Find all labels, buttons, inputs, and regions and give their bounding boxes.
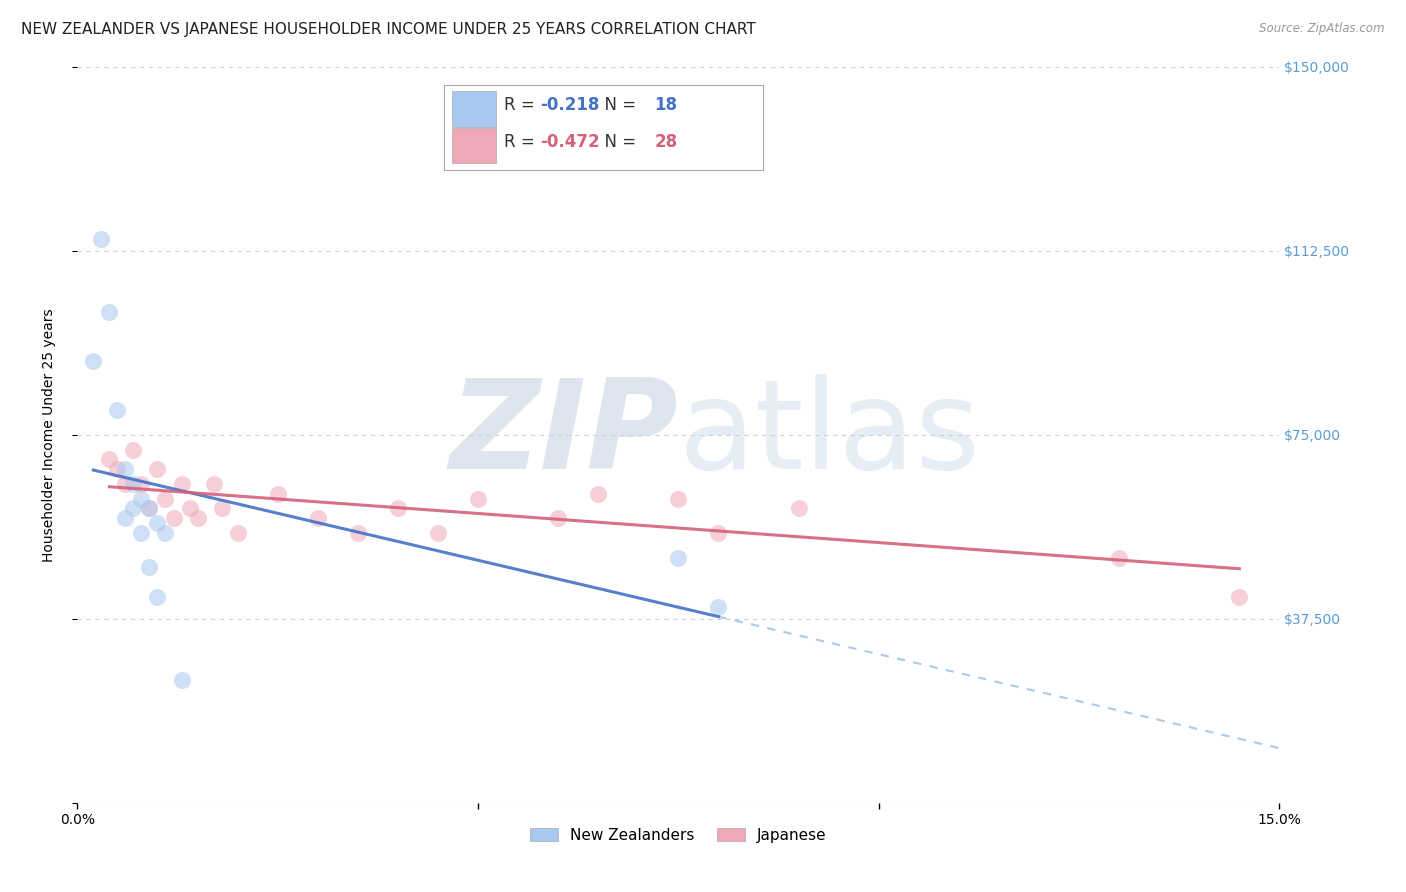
FancyBboxPatch shape (444, 86, 762, 170)
Point (146, 462, 169, 476)
Point (122, 476, 145, 491)
Point (427, 525, 450, 540)
Text: ZIP: ZIP (450, 375, 679, 495)
Point (226, 525, 249, 540)
Point (131, 491, 153, 506)
Point (114, 462, 136, 476)
Point (98, 305, 121, 319)
FancyBboxPatch shape (453, 91, 496, 127)
Point (138, 501, 160, 516)
Text: 28: 28 (654, 133, 678, 151)
Point (547, 511, 569, 525)
Legend: New Zealanders, Japanese: New Zealanders, Japanese (523, 820, 834, 850)
Point (162, 511, 184, 525)
Point (202, 476, 225, 491)
Point (82, 354, 104, 368)
Point (787, 501, 810, 516)
Point (146, 516, 169, 530)
Point (467, 491, 489, 506)
Point (138, 501, 160, 516)
Point (179, 501, 201, 516)
Text: -0.472: -0.472 (540, 133, 600, 151)
Point (131, 476, 153, 491)
Text: 18: 18 (654, 96, 678, 114)
Point (155, 491, 177, 506)
Text: NEW ZEALANDER VS JAPANESE HOUSEHOLDER INCOME UNDER 25 YEARS CORRELATION CHART: NEW ZEALANDER VS JAPANESE HOUSEHOLDER IN… (21, 22, 756, 37)
Point (122, 501, 145, 516)
Point (668, 550, 690, 565)
Point (267, 487, 290, 501)
Point (387, 501, 409, 516)
Point (131, 525, 153, 540)
Point (1229, 590, 1251, 604)
Text: R =: R = (505, 133, 540, 151)
Point (186, 511, 209, 525)
Text: -0.218: -0.218 (540, 96, 599, 114)
Point (122, 442, 145, 457)
Text: R =: R = (505, 96, 540, 114)
Point (170, 476, 193, 491)
Point (107, 403, 129, 417)
Point (707, 525, 730, 540)
Text: atlas: atlas (679, 375, 980, 495)
Point (1108, 550, 1130, 565)
Point (155, 525, 177, 540)
Point (211, 501, 233, 516)
Point (707, 599, 730, 614)
Point (90, 232, 112, 246)
Y-axis label: Householder Income Under 25 years: Householder Income Under 25 years (42, 308, 56, 562)
Point (114, 511, 136, 525)
Point (114, 476, 136, 491)
Point (138, 560, 160, 574)
Point (107, 462, 129, 476)
Text: N =: N = (595, 133, 641, 151)
Point (170, 673, 193, 687)
Point (588, 487, 610, 501)
Text: N =: N = (595, 96, 641, 114)
Text: Source: ZipAtlas.com: Source: ZipAtlas.com (1260, 22, 1385, 36)
Point (668, 491, 690, 506)
Point (307, 511, 329, 525)
Point (347, 525, 370, 540)
FancyBboxPatch shape (453, 128, 496, 163)
Point (146, 590, 169, 604)
Point (98, 452, 121, 467)
